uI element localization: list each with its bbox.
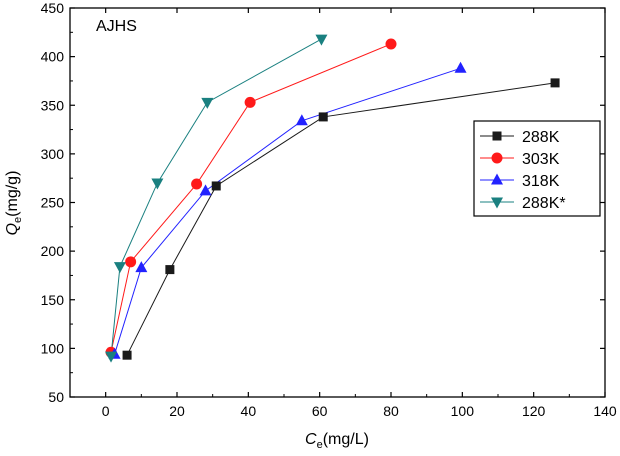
legend-marker: [492, 131, 502, 141]
data-point-series-4: [105, 351, 118, 363]
data-point-series-4: [113, 262, 126, 274]
x-tick-label: 100: [451, 403, 475, 419]
x-tick-label: 140: [593, 403, 617, 419]
data-point-series-1: [211, 181, 221, 191]
data-point-series-3: [295, 114, 308, 126]
series-line-3: [114, 67, 461, 355]
series-line-2: [110, 43, 392, 353]
legend-label: 288K*: [522, 195, 566, 212]
x-tick-label: 20: [169, 403, 185, 419]
data-point-series-4: [201, 97, 214, 109]
legend: 288K 303K 318K 288K*: [473, 120, 601, 217]
y-tick-label: 200: [41, 243, 65, 259]
data-point-series-2: [385, 38, 397, 50]
legend-marker: [491, 173, 503, 185]
x-axis-title: Ce(mg/L): [305, 431, 369, 451]
y-tick-label: 250: [41, 195, 65, 211]
x-tick-label: 60: [312, 403, 328, 419]
y-tick-label: 450: [41, 0, 65, 16]
y-tick-label: 50: [48, 389, 64, 405]
data-point-series-1: [318, 112, 328, 122]
data-point-series-3: [135, 261, 148, 273]
legend-marker: [491, 197, 503, 209]
series-markers: [105, 34, 560, 363]
y-tick-label: 150: [41, 292, 65, 308]
axis-ticks: 0 20 40 60 80 100 120 140 50 100 150 200 250 300 350 40…: [41, 0, 617, 419]
data-point-series-4: [315, 34, 328, 46]
data-point-series-3: [199, 184, 212, 196]
data-point-series-1: [122, 350, 132, 360]
annotation-label: AJHS: [96, 18, 137, 35]
data-point-series-1: [550, 78, 560, 88]
legend-label: 288K: [522, 129, 560, 146]
y-tick-label: 300: [41, 146, 65, 162]
y-tick-label: 100: [41, 340, 65, 356]
data-point-series-2: [244, 96, 256, 108]
data-point-series-2: [191, 178, 203, 190]
x-tick-label: 40: [241, 403, 257, 419]
data-point-series-4: [151, 178, 164, 190]
y-axis-title: Qe(mg/g): [4, 171, 24, 236]
data-point-series-2: [125, 256, 137, 268]
legend-label: 303K: [522, 151, 560, 168]
data-point-series-3: [454, 61, 467, 73]
x-tick-label: 120: [522, 403, 546, 419]
y-tick-label: 350: [41, 97, 65, 113]
legend-marker: [491, 152, 503, 164]
y-tick-label: 400: [41, 49, 65, 65]
series-line-4: [110, 38, 322, 357]
legend-items: 288K 303K 318K 288K*: [480, 129, 566, 212]
legend-label: 318K: [522, 173, 560, 190]
data-point-series-1: [165, 265, 175, 275]
x-tick-label: 80: [383, 403, 399, 419]
x-tick-label: 0: [102, 403, 110, 419]
